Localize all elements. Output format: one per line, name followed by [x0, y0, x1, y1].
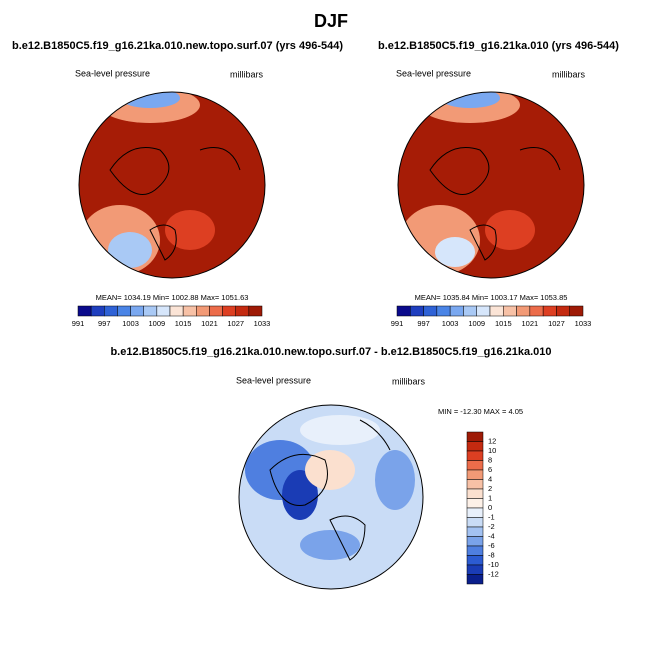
colorbar-box [222, 305, 236, 317]
polar-map [79, 92, 265, 278]
colorbar-box [466, 488, 484, 499]
colorbar-label: -8 [488, 550, 495, 559]
colorbar-box [466, 498, 484, 509]
colorbar-box [143, 305, 158, 317]
colorbar-box [396, 305, 411, 317]
colorbar-box [182, 305, 197, 317]
colorbar-box [449, 305, 464, 317]
colorbar-box [569, 305, 584, 317]
colorbar-label: 1003 [122, 319, 139, 328]
colorbar-box [503, 305, 517, 317]
units-label: millibars [230, 69, 264, 79]
colorbar-label: 991 [391, 319, 404, 328]
colorbar-box [410, 305, 424, 317]
map-border [397, 91, 585, 279]
figure-title: DJF [314, 11, 348, 31]
variable-label: Sea-level pressure [236, 375, 311, 385]
colorbar-label: 1033 [575, 319, 592, 328]
colorbar-box [466, 526, 484, 537]
colorbar-label: 1033 [254, 319, 271, 328]
colorbar-label: 991 [72, 319, 85, 328]
polar-map [239, 405, 423, 589]
colorbar-label: -10 [488, 560, 499, 569]
colorbar-label: 8 [488, 455, 492, 464]
colorbar-box [466, 479, 484, 490]
colorbar-box [476, 305, 491, 317]
colorbar-box [209, 305, 223, 317]
colorbar-box [130, 305, 144, 317]
colorbar-label: -2 [488, 522, 495, 531]
colorbar-label: 10 [488, 446, 496, 455]
colorbar-label: 4 [488, 474, 492, 483]
colorbar-box [466, 536, 484, 547]
colorbar-box [466, 555, 484, 566]
colorbar-box [156, 305, 171, 317]
colorbar-label: 997 [417, 319, 430, 328]
colorbar-box [466, 564, 484, 575]
colorbar-box [466, 450, 484, 461]
map-border [238, 404, 424, 590]
colorbar-label: 1 [488, 493, 492, 502]
colorbar-box [235, 305, 250, 317]
units-label: millibars [552, 69, 586, 79]
colorbar-box [466, 469, 484, 480]
colorbar-box [90, 305, 105, 317]
colorbar-box [466, 460, 484, 471]
colorbar-box [542, 305, 557, 317]
colorbar-box [466, 517, 484, 528]
colorbar-box [466, 431, 484, 442]
polar-map [398, 92, 584, 278]
colorbar-box [529, 305, 544, 317]
colorbar-box [466, 507, 484, 518]
variable-label: Sea-level pressure [396, 68, 471, 78]
colorbar-label: 0 [488, 503, 492, 512]
colorbar-label: 1027 [548, 319, 565, 328]
colorbar-box [516, 305, 531, 317]
colorbar-label: 1009 [149, 319, 166, 328]
units-label: millibars [392, 376, 426, 386]
stats: MEAN= 1035.84 Min= 1003.17 Max= 1053.85 [415, 293, 568, 302]
colorbar-label: -4 [488, 531, 495, 540]
colorbar-label: 1015 [175, 319, 192, 328]
stats: MIN = -12.30 MAX = 4.05 [438, 407, 523, 416]
colorbar-label: -12 [488, 569, 499, 578]
colorbar-label: 1015 [495, 319, 512, 328]
map-border [78, 91, 266, 279]
colorbar-box [466, 574, 484, 585]
colorbar-box [466, 441, 484, 452]
panel-title: b.e12.B1850C5.f19_g16.21ka.010.new.topo.… [12, 40, 343, 52]
colorbar-label: 1021 [522, 319, 539, 328]
colorbar-label: 2 [488, 484, 492, 493]
colorbar-box [117, 305, 131, 317]
colorbar-box [196, 305, 210, 317]
colorbar-box [466, 545, 484, 556]
colorbar-box [169, 305, 184, 317]
panel-title: b.e12.B1850C5.f19_g16.21ka.010 (yrs 496-… [378, 40, 619, 52]
colorbar-label: 1003 [442, 319, 459, 328]
colorbar-label: -1 [488, 512, 495, 521]
colorbar-box [104, 305, 118, 317]
colorbar-label: 6 [488, 465, 492, 474]
colorbar-label: 997 [98, 319, 111, 328]
colorbar-label: 12 [488, 436, 496, 445]
colorbar-label: 1021 [201, 319, 218, 328]
colorbar-box [436, 305, 451, 317]
colorbar-box [248, 305, 263, 317]
colorbar-box [489, 305, 504, 317]
colorbar-box [463, 305, 477, 317]
colorbar-box [77, 305, 92, 317]
colorbar-box [556, 305, 570, 317]
stats: MEAN= 1034.19 Min= 1002.88 Max= 1051.63 [96, 293, 249, 302]
colorbar-box [423, 305, 438, 317]
colorbar-label: -6 [488, 541, 495, 550]
difference-title: b.e12.B1850C5.f19_g16.21ka.010.new.topo.… [110, 346, 551, 358]
variable-label: Sea-level pressure [75, 68, 150, 78]
colorbar-label: 1009 [468, 319, 485, 328]
colorbar-label: 1027 [227, 319, 244, 328]
